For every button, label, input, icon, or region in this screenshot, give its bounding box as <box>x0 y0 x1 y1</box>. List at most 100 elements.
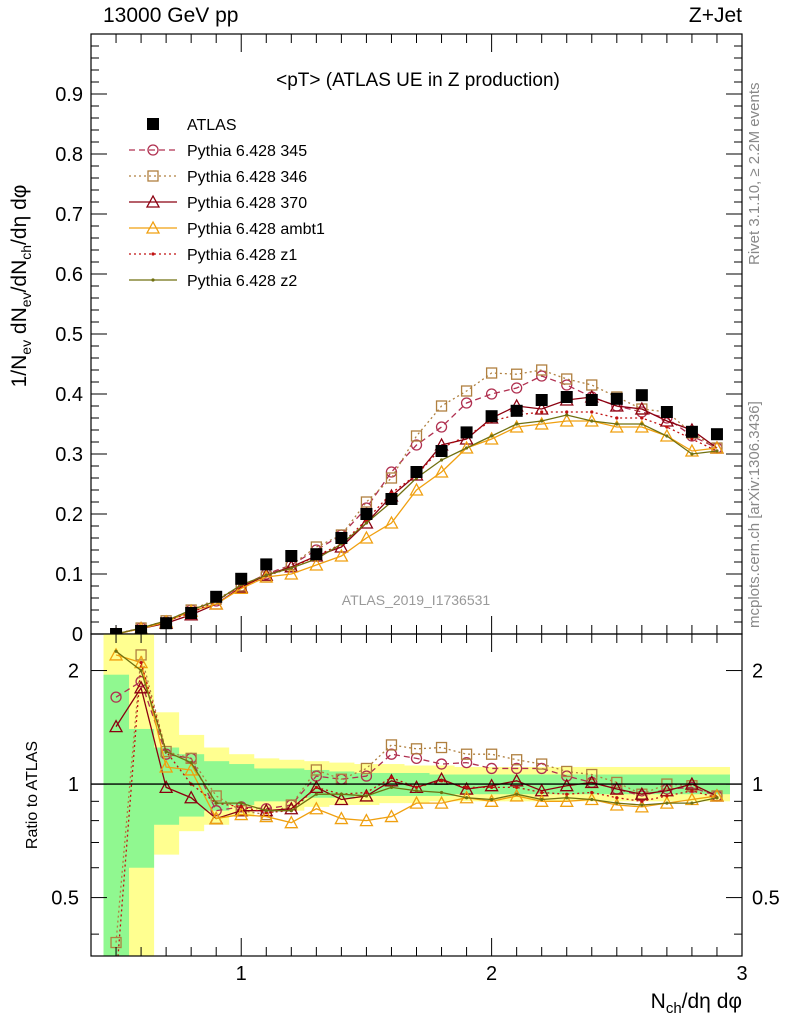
pythia-6-428-346-ratio-point <box>536 758 548 770</box>
pythia-6-428-346-point <box>536 364 548 376</box>
pythia-6-428-ambt1-point <box>359 530 374 544</box>
pythia-6-428-z1-point <box>565 410 569 414</box>
pythia-6-428-ambt1-ratio-point <box>309 801 324 815</box>
pythia-6-428-345-point <box>410 439 423 451</box>
pythia-6-428-ambt1-ratio-point <box>484 793 499 807</box>
pythia-6-428-z2-point <box>540 419 544 423</box>
pythia-6-428-ambt1-ratio-point <box>359 813 374 827</box>
pythia-6-428-z2-point <box>364 521 369 525</box>
pythia-6-428-ambt1-point <box>459 440 474 454</box>
pythia-6-428-z2-point <box>590 419 594 423</box>
pythia-6-428-z2-ratio-point <box>164 749 168 754</box>
pythia-6-428-370-ratio-point <box>133 680 149 694</box>
pythia-6-428-z2-ratio-point <box>665 801 669 805</box>
pythia-6-428-z2-point <box>289 566 293 570</box>
pythia-6-428-z2-ratio-point <box>339 792 343 796</box>
pythia-6-428-ambt1-ratio-point <box>334 811 349 825</box>
pythia-6-428-z1-ratio-point <box>364 790 369 795</box>
pythia-6-428-z1-ratio-point <box>665 794 669 798</box>
pythia-6-428-ambt1-ratio-point <box>259 809 274 823</box>
pythia-6-428-ambt1-ratio-point <box>534 793 549 807</box>
atlas-data-point <box>160 617 173 630</box>
ratio-series-group <box>103 634 730 956</box>
pythia-6-428-346-ratio-point <box>135 649 147 661</box>
pythia-6-428-346-point <box>435 400 448 412</box>
x-tick-label: 2 <box>486 963 497 985</box>
pythia-6-428-370-ratio-point <box>484 778 499 792</box>
pythia-6-428-z2-point <box>690 452 694 456</box>
y-tick-label: 0.2 <box>55 504 83 526</box>
atlas-data-point <box>585 394 598 406</box>
pythia-6-428-z2-point <box>490 434 494 438</box>
uncertainty-band-inner <box>128 728 155 868</box>
ratio-y-tick-label-left: 0.5 <box>51 888 79 910</box>
pythia-6-428-ambt1-ratio-point <box>384 809 399 823</box>
pythia-6-428-z1-ratio-point <box>389 776 394 780</box>
pythia-6-428-ambt1-ratio-point <box>284 815 299 829</box>
legend-label-atlas: ATLAS <box>187 117 237 134</box>
pythia-6-428-346-point <box>485 367 498 379</box>
atlas-data-point <box>310 548 323 561</box>
ratio-y-tick-label-right: 0.5 <box>752 888 780 910</box>
pythia-6-428-370-ratio-point <box>334 792 349 806</box>
pythia-6-428-ambt1-ratio-point <box>133 655 149 669</box>
pythia-6-428-z2-point <box>515 422 519 426</box>
pythia-6-428-z1-point <box>615 416 619 420</box>
pythia-6-428-z1-ratio-point <box>490 785 494 789</box>
pythia-6-428-ambt1-point <box>609 419 624 433</box>
pythia-6-428-z2-ratio-point <box>364 794 369 798</box>
pythia-6-428-ambt1-ratio-point <box>234 807 249 821</box>
pythia-6-428-ambt1-point <box>409 482 424 496</box>
pythia-6-428-ambt1-point <box>534 416 549 430</box>
pythia-6-428-z2-ratio-point <box>439 790 444 795</box>
pythia-6-428-z2-ratio-point <box>289 809 293 813</box>
pythia-6-428-z2-point <box>264 573 268 577</box>
pythia-6-428-346-ratio-point <box>310 764 322 776</box>
pythia-6-428-345-point <box>536 370 548 382</box>
pythia-6-428-345-ratio-point <box>511 762 523 775</box>
pythia-6-428-z1-ratio-point <box>565 792 569 796</box>
pythia-6-428-z2-ratio-point <box>565 796 569 800</box>
pythia-6-428-ambt1-ratio-point <box>159 759 174 773</box>
analysis-watermark: ATLAS_2019_I1736531 <box>342 592 491 608</box>
pythia-6-428-ambt1-point <box>434 464 449 478</box>
pythia-6-428-z2-point <box>640 422 644 426</box>
x-tick-label: 1 <box>236 963 247 985</box>
legend-label-pythia-6-428-z2: Pythia 6.428 z2 <box>187 273 297 290</box>
y-tick-label: 0.6 <box>55 264 83 286</box>
legend-marker-pythia-6-428-ambt1 <box>145 220 161 234</box>
legend: ATLAS Pythia 6.428 345 Pythia 6.428 346 Pyt… <box>129 117 325 290</box>
pythia-6-428-370-ratio-point <box>309 780 324 794</box>
pythia-6-428-ambt1-ratio-point <box>409 795 424 809</box>
pythia-6-428-z1-ratio-point <box>314 785 318 789</box>
pythia-6-428-ambt1-point <box>509 419 524 433</box>
legend-marker-pythia-6-428-346 <box>147 170 159 182</box>
pythia-6-428-ambt1-point <box>309 557 324 571</box>
pythia-6-428-370-ratio-point <box>609 781 624 795</box>
pythia-6-428-z1-ratio-point <box>540 790 544 795</box>
uncertainty-band-inner <box>278 768 305 802</box>
pythia-6-428-z2-point <box>464 446 469 450</box>
process-label: 13000 GeV pp <box>103 4 239 27</box>
pythia-6-428-346-point <box>561 373 573 385</box>
legend-marker-pythia-6-428-z1 <box>151 252 155 256</box>
legend-marker-pythia-6-428-370 <box>145 194 161 208</box>
pythia-6-428-ambt1-ratio-point <box>709 788 725 802</box>
pythia-6-428-346-point <box>385 472 398 484</box>
pythia-6-428-z2-ratio-point <box>515 792 519 796</box>
atlas-data-point <box>685 425 698 438</box>
pythia-6-428-z1-ratio-point <box>640 799 644 803</box>
ratio-y-tick-label-left: 2 <box>68 661 79 683</box>
pythia-6-428-370-point <box>609 398 624 412</box>
pythia-6-428-346-ratio-point <box>385 739 398 751</box>
pythia-6-428-z1-ratio-point <box>590 790 594 795</box>
pythia-6-428-370-ratio-point <box>159 780 174 794</box>
y-tick-label: 0.3 <box>55 444 83 466</box>
pythia-6-428-345-point <box>460 397 473 409</box>
main-series-group <box>110 364 725 634</box>
pythia-6-428-345-ratio-point <box>485 762 498 775</box>
atlas-data-point <box>435 445 448 457</box>
y-tick-label: 0.5 <box>55 324 83 346</box>
ratio-plot: 0.5 0.5 1 1 2 2 1 2 3 <box>51 633 780 985</box>
atlas-data-point <box>535 394 548 406</box>
